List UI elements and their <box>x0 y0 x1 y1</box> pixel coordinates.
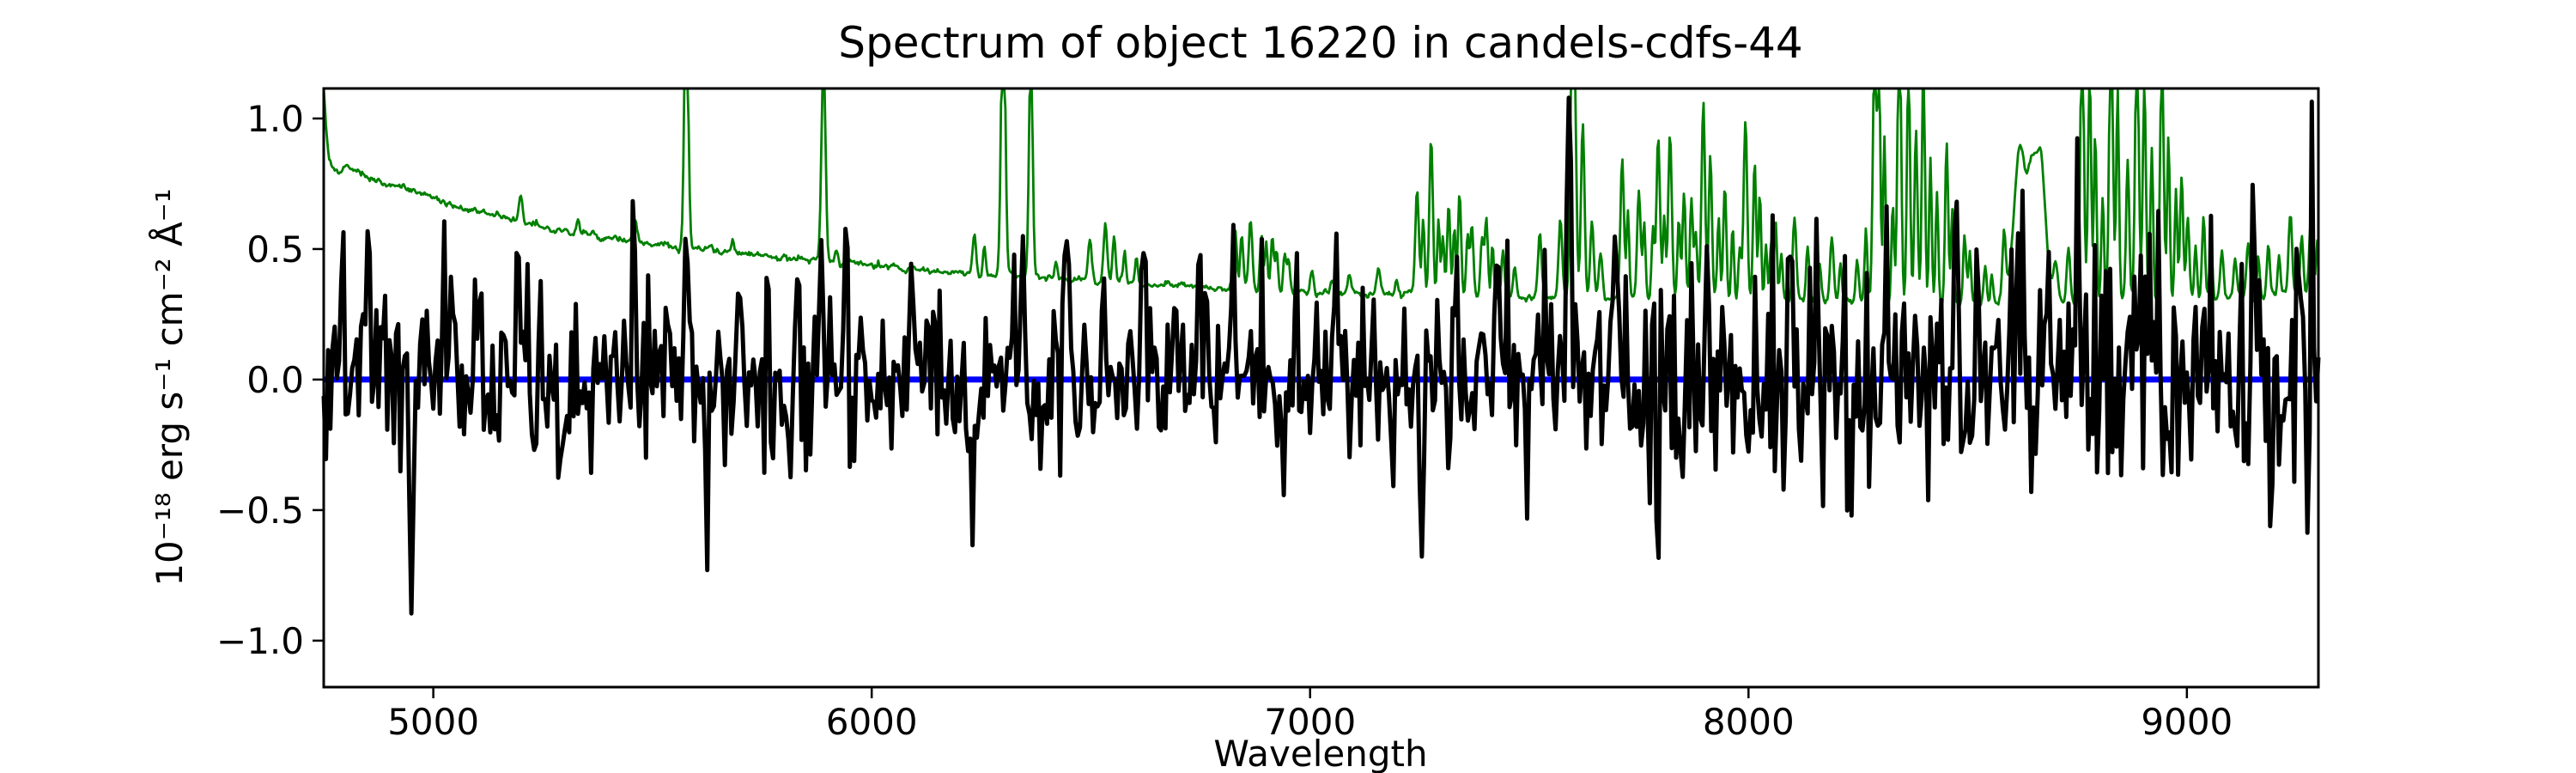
axes-spines <box>322 87 2320 689</box>
x-tick-label: 6000 <box>826 701 918 743</box>
y-axis-label: 10⁻¹⁸ erg s⁻¹ cm⁻² Å⁻¹ <box>148 188 191 586</box>
y-tick-label: 0.0 <box>246 359 304 401</box>
x-axis-label: Wavelength <box>1213 733 1427 773</box>
y-tick-label: 1.0 <box>246 98 304 140</box>
x-tick-label: 7000 <box>1264 701 1356 743</box>
flux-line <box>321 95 2321 616</box>
x-tick-label: 5000 <box>387 701 479 743</box>
y-tick-label: −1.0 <box>216 620 304 662</box>
y-tick-label: 0.5 <box>246 228 304 271</box>
x-tick-label: 9000 <box>2141 701 2233 743</box>
sky-noise-line <box>322 87 2320 307</box>
ticks-layer: 5000 6000 7000 8000 9000 1.0 0.5 0.0 −0.5 −1.0 <box>216 98 2233 743</box>
y-tick-label: −0.5 <box>216 490 304 532</box>
series-layer <box>321 87 2321 616</box>
x-tick-label: 8000 <box>1703 701 1795 743</box>
chart-title: Spectrum of object 16220 in candels-cdfs… <box>838 18 1803 68</box>
